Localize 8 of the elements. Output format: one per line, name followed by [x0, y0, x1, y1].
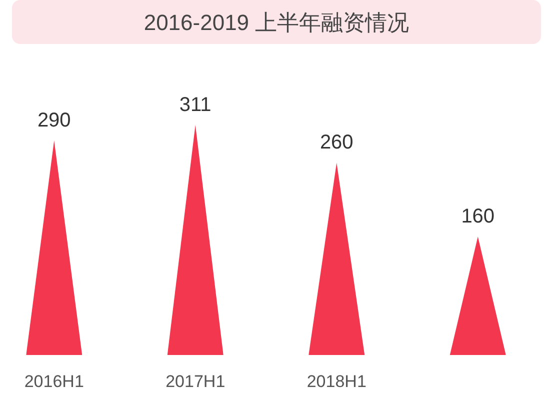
data-label: 260 — [320, 132, 354, 154]
x-tick-label: 2018H1 — [306, 372, 366, 391]
x-tick-label: 2016H1 — [24, 372, 84, 391]
data-label: 160 — [461, 206, 495, 228]
data-label: 311 — [179, 94, 212, 116]
chart-title: 2016-2019 上半年融资情况 — [144, 10, 410, 35]
x-tick-label: 2017H1 — [166, 372, 226, 391]
data-label: 290 — [37, 110, 71, 132]
